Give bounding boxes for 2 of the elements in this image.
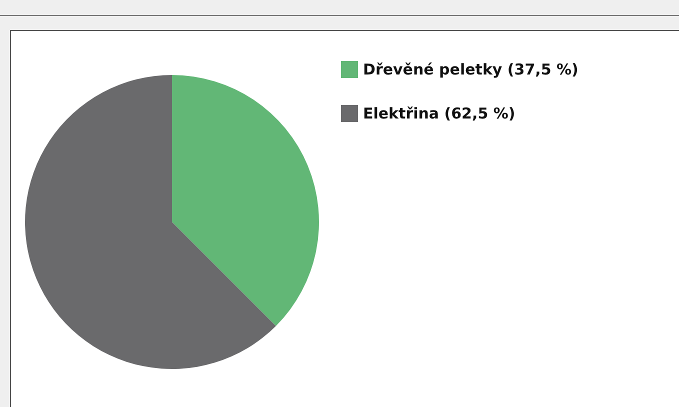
legend-label: Elektřina (62,5 %) <box>363 104 516 122</box>
legend-label: Dřevěné peletky (37,5 %) <box>363 60 578 78</box>
